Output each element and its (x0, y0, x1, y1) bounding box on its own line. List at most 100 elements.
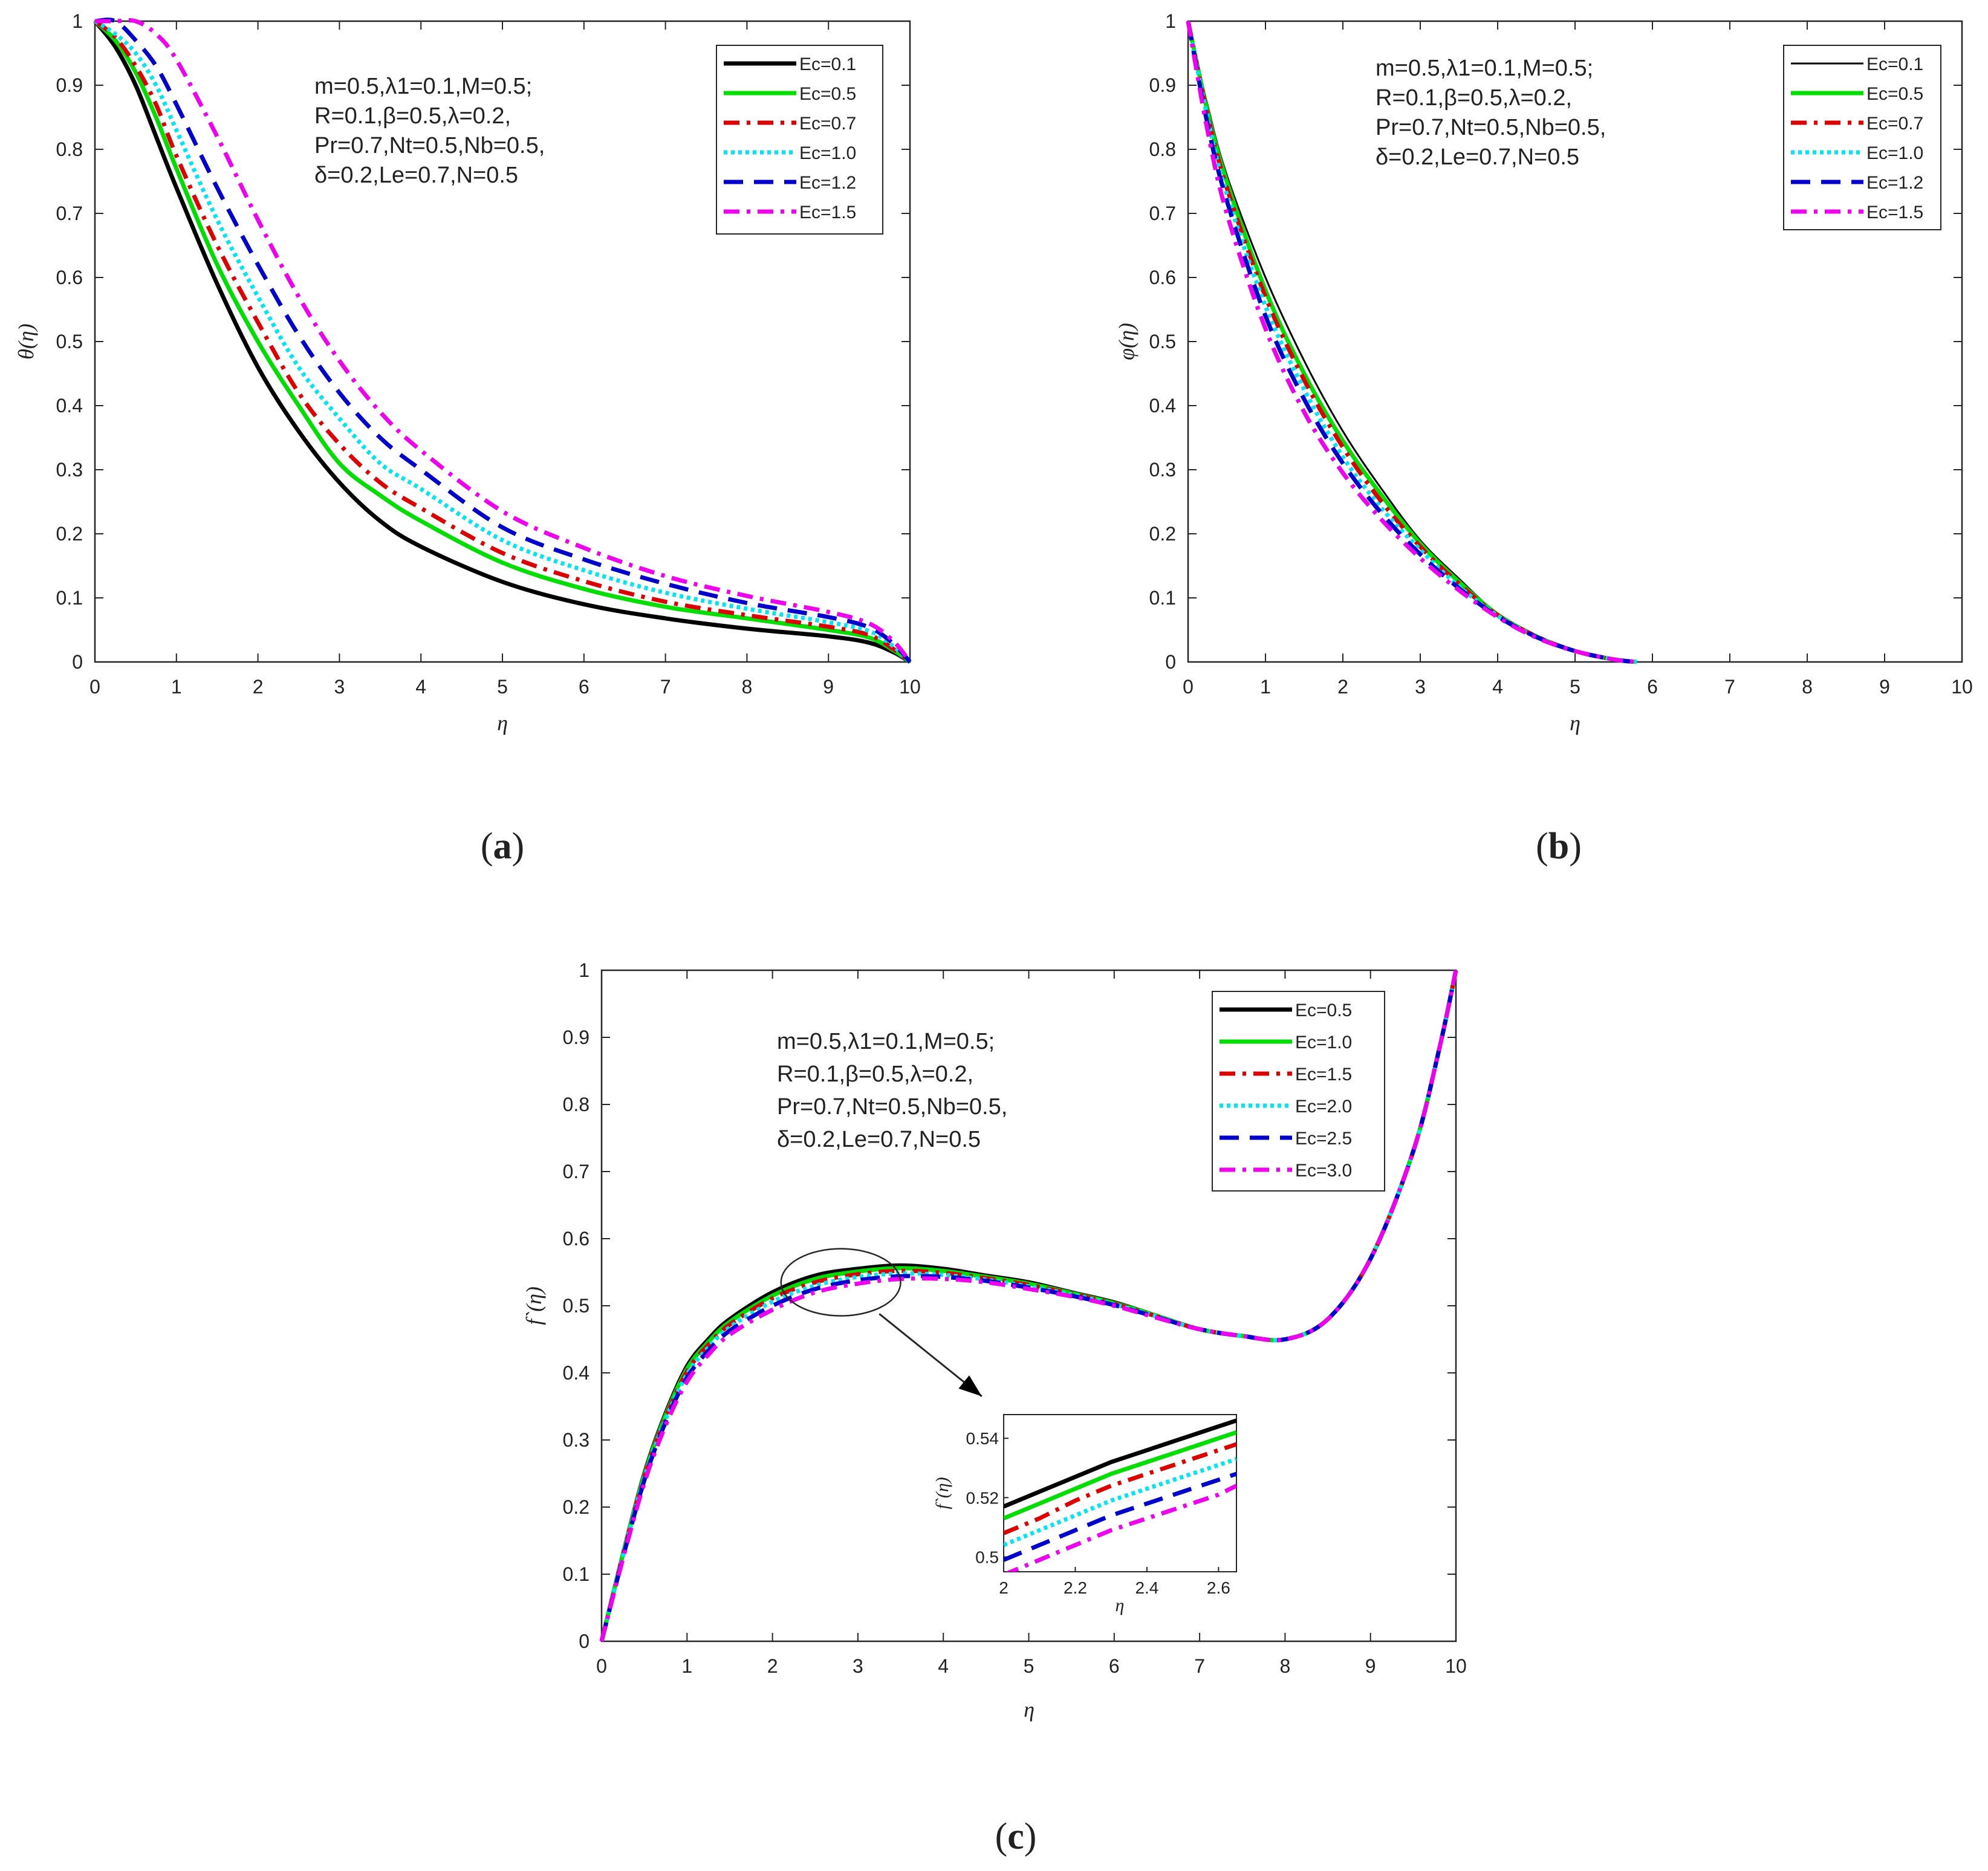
x-tick-label: 2 (253, 676, 264, 698)
y-tick-label: 0.5 (563, 1295, 590, 1317)
panel-c-inset-xlabel: η (1116, 1595, 1125, 1615)
x-tick-label: 9 (823, 676, 834, 698)
x-tick-label: 8 (1280, 1655, 1291, 1677)
inset-y-tick-label: 0.5 (975, 1548, 999, 1566)
inset-y-tick-label: 0.54 (966, 1429, 999, 1448)
inset-series-line-ec-1-5 (1004, 1442, 1236, 1535)
x-tick-label: 1 (681, 1655, 692, 1677)
panel-b-caption-letter: b (1548, 826, 1569, 867)
inset-series-line-ec-1-0 (1004, 1430, 1236, 1520)
panel-b-ylabel: φ(η) (1114, 323, 1139, 360)
legend-label: Ec=2.0 (1295, 1097, 1352, 1117)
y-tick-label: 0.9 (1149, 74, 1176, 96)
panel-c-ticks: 0 1 2 3 4 5 6 7 8 9 10 0 0.1 0.2 0.3 0.4 0.5 0.6 0.7 0.8 0.9… (563, 959, 1467, 1677)
y-tick-label: 0.2 (1149, 523, 1176, 545)
x-tick-label: 1 (171, 676, 182, 698)
panel-a-ylabel: θ(η) (14, 323, 38, 360)
panel-b-params: m=0.5,λ1=0.1,M=0.5; R=0.1,β=0.5,λ=0.2, P… (1376, 56, 1606, 170)
panel-c-ylabel: f`(η) (522, 1286, 546, 1325)
y-tick-label: 0.3 (56, 459, 83, 481)
series-line-ec-1-0 (94, 19, 912, 664)
zoom-ellipse (780, 1248, 901, 1317)
inset-x-tick-label: 2.4 (1135, 1578, 1158, 1597)
panel-c-inset-ticks: 2 2.2 2.4 2.6 0.5 0.52 0.54 (966, 1429, 1230, 1597)
panel-b: 0 1 2 3 4 5 6 7 8 9 10 0 0.1 0.2 0.3 0.4 0.5 0.6 0.7 0.8 0.9… (1114, 10, 1973, 867)
legend-label: Ec=1.0 (799, 143, 856, 163)
inset-series-line-ec-0-5 (1004, 1418, 1236, 1509)
panel-b-ticks: 0 1 2 3 4 5 6 7 8 9 10 0 0.1 0.2 0.3 0.4 0.5 0.6 0.7 0.8 0.9… (1149, 10, 1973, 698)
y-tick-label: 0.3 (563, 1429, 590, 1451)
panel-c-param-line-2: R=0.1,β=0.5,λ=0.2, (777, 1062, 973, 1087)
panel-c-legend: Ec=0.5 Ec=1.0 Ec=1.5 Ec=2.0 Ec=2.5 Ec=3.0 (1212, 991, 1385, 1192)
panel-c-inset: 2 2.2 2.4 2.6 0.5 0.52 0.54 η f`(η) (932, 1414, 1237, 1615)
y-tick-label: 0.7 (1149, 203, 1176, 224)
y-tick-label: 1 (72, 10, 83, 32)
x-tick-label: 2 (767, 1655, 778, 1677)
y-tick-label: 0.1 (56, 587, 83, 609)
inset-x-tick-label: 2.2 (1064, 1578, 1087, 1597)
x-tick-label: 9 (1879, 676, 1890, 698)
panel-b-param-line-1: m=0.5,λ1=0.1,M=0.5; (1376, 56, 1593, 81)
series-line-ec-1-5 (95, 18, 912, 664)
panel-a-param-line-1: m=0.5,λ1=0.1,M=0.5; (314, 74, 532, 99)
y-tick-label: 0 (579, 1630, 590, 1652)
y-tick-label: 0.6 (56, 267, 83, 288)
panel-c-inset-curves (1004, 1418, 1236, 1572)
inset-series-line-ec-3-0 (1005, 1484, 1236, 1572)
x-tick-label: 8 (742, 676, 753, 698)
series-line-ec-0-5 (93, 19, 912, 664)
panel-a-legend: Ec=0.1 Ec=0.5 Ec=0.7 Ec=1.0 Ec=1.2 Ec=1.5 (716, 45, 883, 235)
panel-c-caption: (c) (995, 1816, 1037, 1857)
legend-label: Ec=3.0 (1295, 1161, 1352, 1181)
legend-label: Ec=0.5 (1866, 84, 1923, 104)
y-tick-label: 0.6 (563, 1228, 590, 1250)
y-tick-label: 0.2 (563, 1496, 590, 1518)
legend-label: Ec=1.5 (799, 203, 856, 222)
y-tick-label: 0.7 (563, 1161, 590, 1182)
y-tick-label: 0 (72, 651, 83, 673)
y-tick-label: 0 (1165, 651, 1176, 673)
panel-b-legend-box (1783, 45, 1941, 230)
y-tick-label: 1 (579, 959, 590, 981)
y-tick-label: 0.2 (56, 523, 83, 545)
x-tick-label: 0 (596, 1655, 607, 1677)
x-tick-label: 10 (1445, 1655, 1467, 1677)
panel-c-caption-letter: c (1007, 1816, 1024, 1857)
x-tick-label: 8 (1802, 676, 1813, 698)
panel-a-caption: (a) (481, 826, 524, 867)
panel-c-curves (599, 970, 1458, 1642)
x-tick-label: 6 (1647, 676, 1658, 698)
x-tick-label: 7 (660, 676, 671, 698)
panel-b-xlabel: η (1570, 711, 1580, 735)
x-tick-label: 1 (1260, 676, 1271, 698)
panel-a-ticks: 0 1 2 3 4 5 6 7 8 9 10 0 0.1 0.2 0.3 0.4 0.5 0.6 0.7 0.8 0.9… (56, 10, 921, 698)
series-line-ec-3-0 (599, 970, 1458, 1642)
x-tick-label: 7 (1724, 676, 1735, 698)
legend-label: Ec=0.7 (1866, 114, 1923, 134)
panel-a: 0 1 2 3 4 5 6 7 8 9 10 0 0.1 0.2 0.3 0.4 0.5 0.6 0.7 0.8 0.9… (14, 10, 921, 867)
y-tick-label: 0.9 (563, 1026, 590, 1048)
x-tick-label: 10 (1951, 676, 1973, 698)
x-tick-label: 2 (1337, 676, 1348, 698)
panel-a-param-line-3: Pr=0.7,Nt=0.5,Nb=0.5, (314, 133, 545, 158)
x-tick-label: 10 (899, 676, 921, 698)
x-tick-label: 6 (1109, 1655, 1120, 1677)
legend-label: Ec=0.5 (1295, 1000, 1352, 1020)
panel-a-legend-box (716, 45, 883, 235)
panel-c-param-line-3: Pr=0.7,Nt=0.5,Nb=0.5, (777, 1094, 1007, 1120)
panel-a-params: m=0.5,λ1=0.1,M=0.5; R=0.1,β=0.5,λ=0.2, P… (314, 74, 545, 188)
x-tick-label: 7 (1194, 1655, 1205, 1677)
x-tick-label: 4 (938, 1655, 949, 1677)
series-line-ec-0-7 (93, 19, 912, 664)
panel-c-legend-box (1212, 991, 1385, 1192)
y-tick-label: 1 (1165, 10, 1176, 32)
x-tick-label: 3 (334, 676, 345, 698)
panel-c-param-line-1: m=0.5,λ1=0.1,M=0.5; (777, 1029, 995, 1054)
legend-label: Ec=0.7 (799, 114, 856, 134)
inset-x-tick-label: 2.6 (1207, 1578, 1230, 1597)
x-tick-label: 4 (415, 676, 426, 698)
legend-label: Ec=0.1 (799, 54, 856, 74)
y-tick-label: 0.8 (563, 1094, 590, 1115)
y-tick-label: 0.6 (1149, 267, 1176, 288)
